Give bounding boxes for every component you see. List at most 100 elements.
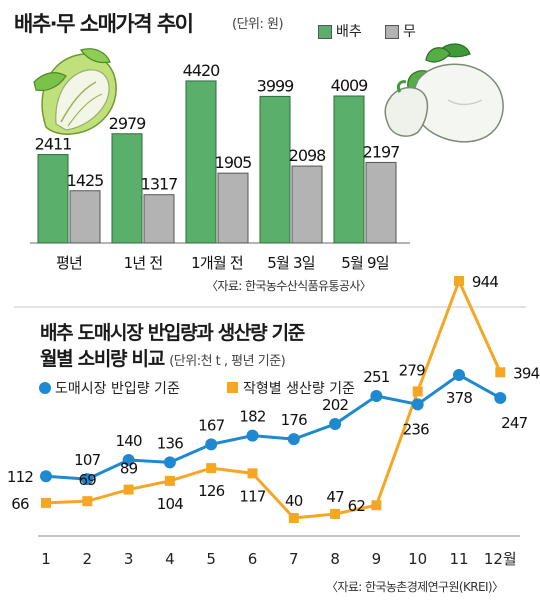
x-tick-label-3: 4 — [165, 550, 175, 568]
point-wholesale-11 — [494, 391, 507, 404]
data-label-wholesale-10: 378 — [446, 389, 472, 407]
bar-cabbage-2 — [185, 80, 217, 244]
point-wholesale-3 — [163, 456, 176, 469]
point-wholesale-7 — [329, 418, 342, 431]
bar-label-radish-3: 2098 — [289, 146, 327, 165]
bar-radish-3 — [291, 165, 323, 244]
x-tick-label-2: 3 — [124, 550, 134, 568]
legend-label-production: 작형별 생산량 기준 — [243, 381, 355, 397]
point-wholesale-1 — [81, 473, 94, 486]
series-line-wholesale — [45, 373, 502, 481]
data-label-wholesale-6: 176 — [281, 411, 307, 429]
legend-label-radish: 무 — [403, 24, 416, 40]
bar-label-radish-1: 1317 — [141, 175, 178, 194]
data-label-wholesale-11: 247 — [501, 414, 527, 432]
x-tick-label-4: 5 — [206, 550, 216, 568]
data-label-production-8: 62 — [348, 497, 366, 515]
x-tick-label-9: 10 — [408, 550, 427, 568]
bar-radish-0 — [69, 190, 101, 244]
data-label-wholesale-2: 140 — [115, 432, 141, 450]
legend-label-wholesale: 도매시장 반입량 기준 — [55, 381, 180, 397]
x-tick-label-6: 7 — [289, 550, 299, 568]
data-label-production-7: 47 — [326, 488, 344, 506]
point-wholesale-4 — [205, 438, 218, 451]
data-label-production-2: 89 — [120, 460, 138, 478]
point-production-2 — [123, 484, 134, 495]
bar-label-cabbage-4: 4009 — [331, 76, 369, 95]
point-production-0 — [41, 497, 51, 508]
point-production-4 — [206, 463, 217, 474]
data-label-production-5: 117 — [239, 487, 265, 505]
data-label-production-1: 69 — [79, 471, 97, 489]
x-tick-label-8: 9 — [372, 550, 382, 568]
legend-label-cabbage: 배추 — [336, 24, 362, 40]
x-tick-label-5: 6 — [248, 550, 258, 568]
radish-illustration — [384, 43, 504, 143]
x-tick-label-11: 12월 — [484, 550, 517, 568]
bar-cabbage-1 — [111, 133, 143, 244]
section-divider — [14, 306, 526, 308]
legend-swatch-cabbage — [318, 25, 332, 39]
point-production-5 — [247, 468, 258, 479]
point-wholesale-5 — [246, 429, 259, 442]
bottom-chart-unit: (단위:천 t , 평년 기준) — [169, 354, 286, 369]
data-label-production-0: 66 — [11, 495, 29, 513]
category-label-0: 평년 — [56, 254, 82, 272]
data-label-wholesale-0: 112 — [7, 468, 33, 486]
bar-label-radish-0: 1425 — [67, 171, 104, 190]
data-label-wholesale-3: 136 — [157, 434, 183, 452]
bottom-chart-title-line1: 배추 도매시장 반입량과 생산량 기준 — [40, 322, 305, 344]
legend-marker-wholesale — [39, 382, 51, 394]
data-label-production-10: 944 — [472, 273, 498, 291]
data-label-wholesale-7: 202 — [322, 396, 348, 414]
data-label-production-3: 104 — [157, 495, 183, 513]
bar-label-cabbage-1: 2979 — [109, 114, 147, 133]
point-production-1 — [82, 496, 93, 507]
bar-radish-2 — [217, 172, 249, 244]
point-production-3 — [164, 475, 175, 486]
category-label-3: 5월 3일 — [267, 254, 314, 272]
bar-label-cabbage-2: 4420 — [183, 61, 221, 80]
bar-label-radish-4: 2197 — [363, 142, 400, 161]
data-label-production-11: 394 — [513, 364, 539, 382]
cabbage-illustration — [33, 48, 117, 135]
bar-label-cabbage-0: 2411 — [35, 135, 72, 154]
bar-cabbage-4 — [333, 95, 365, 244]
point-wholesale-0 — [40, 470, 52, 483]
data-label-production-4: 126 — [198, 482, 224, 500]
x-tick-label-0: 1 — [41, 550, 51, 568]
bottom-chart-title-line2: 월별 소비량 비교 (단위:천 t , 평년 기준) — [40, 344, 286, 371]
bar-label-radish-2: 1905 — [215, 153, 252, 172]
point-wholesale-10 — [453, 368, 465, 381]
x-tick-label-10: 11 — [449, 550, 468, 568]
legend-marker-production — [227, 382, 238, 393]
point-production-9 — [412, 386, 423, 397]
point-production-11 — [495, 367, 506, 378]
top-chart-title: 배추·무 소매가격 추이 — [14, 12, 194, 36]
series-line-production — [45, 277, 502, 520]
top-chart-unit: (단위: 원) — [232, 17, 284, 32]
data-label-wholesale-9: 236 — [403, 420, 429, 438]
category-label-1: 1년 전 — [124, 254, 163, 272]
bar-label-cabbage-3: 3999 — [257, 76, 295, 95]
bar-cabbage-3 — [259, 95, 291, 244]
x-tick-label-1: 2 — [83, 550, 93, 568]
point-wholesale-2 — [122, 454, 135, 466]
point-production-6 — [288, 513, 299, 523]
data-label-wholesale-8: 251 — [363, 368, 389, 386]
point-wholesale-9 — [411, 398, 424, 411]
point-production-10 — [454, 275, 464, 286]
bar-cabbage-0 — [37, 154, 69, 244]
x-tick-label-7: 8 — [330, 550, 340, 568]
legend-swatch-radish — [385, 25, 399, 39]
data-label-wholesale-4: 167 — [198, 416, 224, 434]
data-label-production-6: 40 — [285, 492, 303, 510]
point-wholesale-8 — [370, 390, 383, 403]
data-label-production-9: 279 — [399, 361, 425, 379]
category-label-2: 1개월 전 — [191, 254, 243, 272]
point-production-7 — [330, 508, 341, 519]
point-production-8 — [371, 500, 382, 511]
bottom-chart-source: 〈자료: 한국농촌경제연구원(KREI)〉 — [326, 580, 504, 594]
bar-radish-1 — [143, 194, 175, 244]
